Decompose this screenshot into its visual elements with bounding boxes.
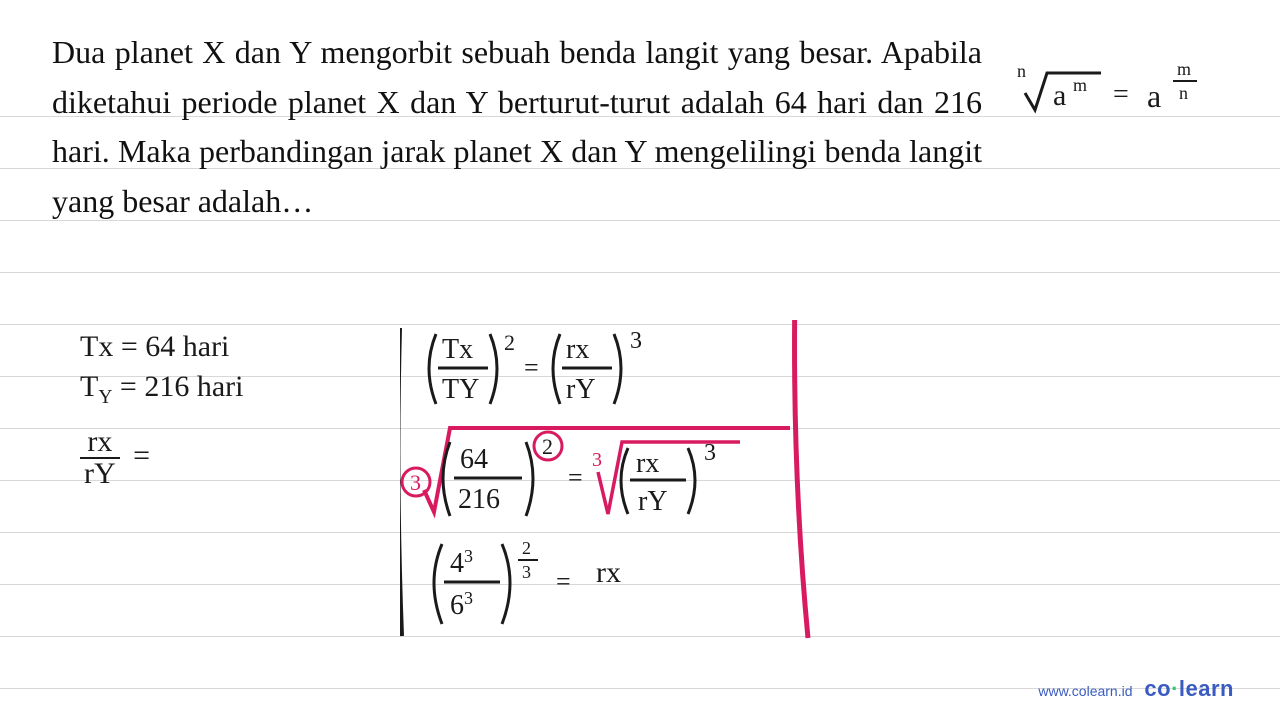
rhs-base: a xyxy=(1147,78,1161,114)
svg-text:3: 3 xyxy=(630,328,642,354)
derivation-svg: Tx TY 2 = rx rY 3 3 64 216 2 xyxy=(400,320,820,650)
svg-text:2: 2 xyxy=(542,434,553,459)
radicand-exp: m xyxy=(1073,75,1087,95)
brand: co·learn xyxy=(1144,676,1234,701)
svg-text:rY: rY xyxy=(566,374,596,405)
ty-label-t: T xyxy=(80,370,98,403)
tx-label: Tx = xyxy=(80,330,145,363)
formula-eq: = xyxy=(1113,79,1129,110)
svg-text:3: 3 xyxy=(410,470,421,495)
svg-text:=: = xyxy=(524,353,539,382)
svg-text:rx: rx xyxy=(566,334,589,365)
ratio-line: rx rY = xyxy=(80,427,243,489)
ratio-eq: = xyxy=(133,439,150,472)
brand-dot: · xyxy=(1171,676,1179,701)
eq2: 3 64 216 2 = 3 rx rY 3 xyxy=(402,428,790,517)
ratio-num: rx xyxy=(80,427,120,459)
ratio-den: rY xyxy=(80,459,120,489)
svg-text:rx: rx xyxy=(596,556,621,589)
ty-label-sub: Y xyxy=(98,387,112,408)
eq1: Tx TY 2 = rx rY 3 xyxy=(429,328,642,405)
ratio-frac: rx rY xyxy=(80,427,120,489)
svg-text:3: 3 xyxy=(704,440,716,466)
radicand-base: a xyxy=(1053,79,1066,112)
svg-text:3: 3 xyxy=(522,562,531,582)
brand-right: learn xyxy=(1179,676,1234,701)
svg-text:=: = xyxy=(556,567,571,596)
ty-line: TY = 216 hari xyxy=(80,370,243,409)
rhs-exp-den: n xyxy=(1179,83,1188,103)
svg-text:3: 3 xyxy=(592,449,602,471)
root-formula-svg: n a m = a m n xyxy=(1015,55,1245,125)
eq3: 43 63 2 3 = rx xyxy=(434,538,621,624)
svg-text:2: 2 xyxy=(522,538,531,558)
footer: www.colearn.id co·learn xyxy=(1038,676,1234,702)
svg-text:63: 63 xyxy=(450,588,473,621)
svg-text:Tx: Tx xyxy=(442,334,473,365)
problem-text: Dua planet X dan Y mengorbit sebuah bend… xyxy=(52,28,982,226)
svg-text:64: 64 xyxy=(460,444,488,475)
tx-val: 64 hari xyxy=(145,330,229,363)
root-formula: n a m = a m n xyxy=(1015,55,1245,133)
derivation: Tx TY 2 = rx rY 3 3 64 216 2 xyxy=(400,320,820,658)
brand-left: co xyxy=(1144,676,1171,701)
svg-text:rY: rY xyxy=(638,486,668,517)
tx-line: Tx = 64 hari xyxy=(80,330,243,364)
root-index: n xyxy=(1017,61,1026,81)
svg-text:rx: rx xyxy=(636,448,659,479)
svg-text:2: 2 xyxy=(504,330,515,355)
svg-text:TY: TY xyxy=(442,374,479,405)
given-values: Tx = 64 hari TY = 216 hari rx rY = xyxy=(80,330,243,495)
svg-text:=: = xyxy=(568,463,583,492)
rhs-exp-num: m xyxy=(1177,59,1191,79)
ty-val: = 216 hari xyxy=(120,370,244,403)
svg-text:216: 216 xyxy=(458,484,500,515)
svg-text:43: 43 xyxy=(450,546,473,579)
footer-url: www.colearn.id xyxy=(1038,683,1132,699)
